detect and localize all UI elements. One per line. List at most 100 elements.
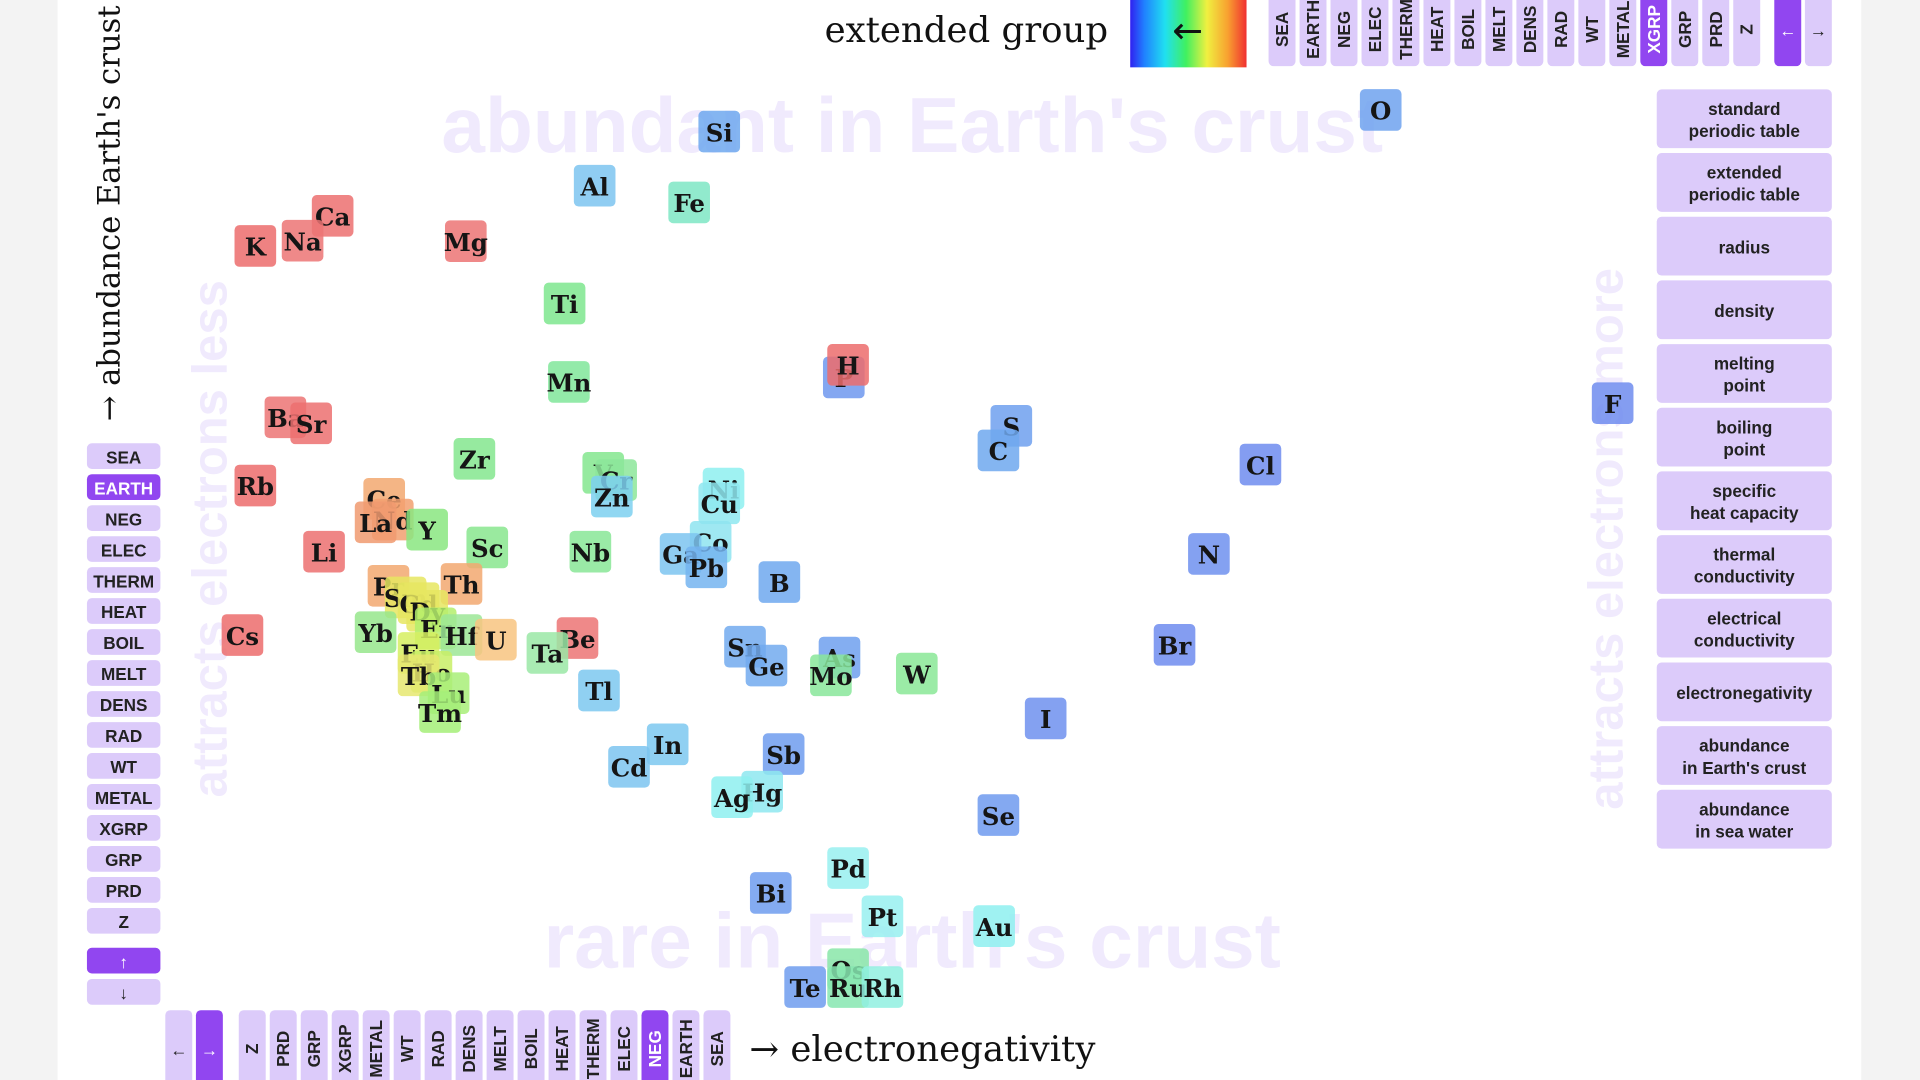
button-bg[interactable] [1656, 216, 1832, 276]
button-label[interactable]: heat capacity [1690, 503, 1799, 523]
button-bg[interactable] [1392, 0, 1420, 67]
button[interactable]: XGRP [1640, 0, 1668, 67]
button-bg[interactable] [1578, 0, 1606, 67]
button-label[interactable]: HEAT [101, 602, 147, 622]
button[interactable]: WT [86, 753, 161, 779]
button-bg[interactable] [1299, 0, 1327, 67]
button-label[interactable]: thermal [1713, 545, 1775, 565]
button-bg[interactable] [1671, 0, 1699, 67]
button-label[interactable]: METAL [95, 788, 153, 808]
button-bg[interactable] [362, 1010, 390, 1080]
button-bg[interactable] [86, 691, 161, 717]
button-bg[interactable] [1656, 344, 1832, 403]
button[interactable]: SEA [1268, 0, 1296, 67]
button-bg[interactable] [1656, 89, 1832, 149]
button-bg[interactable] [1733, 0, 1761, 67]
button-bg[interactable] [424, 1010, 452, 1080]
button-bg[interactable] [269, 1010, 297, 1080]
button-label[interactable]: periodic table [1689, 121, 1800, 141]
button[interactable]: METAL [1609, 0, 1637, 67]
button-label[interactable]: RAD [428, 1030, 448, 1067]
button-label[interactable]: conductivity [1694, 630, 1795, 650]
button-bg[interactable] [300, 1010, 328, 1080]
button-bg[interactable] [1656, 407, 1832, 467]
property-button[interactable]: electronegativity [1656, 662, 1832, 722]
button-label[interactable]: SEA [707, 1031, 727, 1066]
button-bg[interactable] [86, 978, 161, 1005]
button-bg[interactable] [86, 846, 161, 872]
button[interactable]: THERM [86, 567, 161, 593]
button-bg[interactable] [86, 629, 161, 655]
button[interactable]: NEG [86, 505, 161, 531]
button-bg[interactable] [86, 722, 161, 748]
button-label[interactable]: WT [1582, 16, 1602, 43]
button-label[interactable]: WT [110, 757, 137, 777]
button-label[interactable]: → [201, 1040, 218, 1060]
button[interactable]: GRP [300, 1010, 328, 1080]
button[interactable]: → [1804, 0, 1832, 67]
button-label[interactable]: HEAT [1427, 6, 1447, 52]
button[interactable]: PRD [1702, 0, 1730, 67]
button-label[interactable]: DENS [100, 695, 148, 715]
button[interactable]: XGRP [331, 1010, 359, 1080]
button[interactable]: EARTH [672, 1010, 700, 1080]
button[interactable]: NEG [1330, 0, 1358, 67]
button-label[interactable]: melting [1714, 354, 1775, 374]
button[interactable]: BOIL [517, 1010, 545, 1080]
button-label[interactable]: THERM [583, 1018, 603, 1079]
button-label[interactable]: ELEC [1365, 7, 1385, 53]
button-bg[interactable] [1656, 789, 1832, 849]
button-bg[interactable] [165, 1010, 193, 1080]
button-label[interactable]: XGRP [335, 1025, 355, 1074]
button-label[interactable]: Z [118, 912, 128, 932]
button[interactable]: RAD [86, 722, 161, 748]
button[interactable]: MELT [86, 660, 161, 686]
button-bg[interactable] [86, 443, 161, 469]
button-bg[interactable] [1454, 0, 1482, 67]
button-bg[interactable] [1656, 662, 1832, 722]
button-label[interactable]: density [1714, 301, 1774, 321]
button-bg[interactable] [1361, 0, 1389, 67]
button-bg[interactable] [1547, 0, 1575, 67]
button[interactable]: BOIL [1454, 0, 1482, 67]
button[interactable]: MELT [1485, 0, 1513, 67]
button-bg[interactable] [1516, 0, 1544, 67]
button-bg[interactable] [238, 1010, 266, 1080]
button-bg[interactable] [517, 1010, 545, 1080]
button-label[interactable]: EARTH [676, 1019, 696, 1078]
button-label[interactable]: ← [170, 1040, 187, 1060]
button-label[interactable]: Z [1737, 24, 1757, 34]
button[interactable]: DENS [86, 691, 161, 717]
button-label[interactable]: GRP [105, 850, 142, 870]
button[interactable]: Z [86, 907, 161, 934]
button-bg[interactable] [703, 1010, 731, 1080]
button[interactable]: SEA [703, 1010, 731, 1080]
button-bg[interactable] [1330, 0, 1358, 67]
button-label[interactable]: standard [1708, 99, 1780, 119]
button-label[interactable]: ↑ [119, 952, 128, 972]
button-label[interactable]: abundance [1699, 799, 1789, 819]
button-bg[interactable] [1640, 0, 1668, 67]
button-label[interactable]: specific [1712, 481, 1776, 501]
button[interactable]: GRP [1671, 0, 1699, 67]
button-label[interactable]: SEA [106, 447, 141, 467]
button-label[interactable]: ELEC [101, 540, 147, 560]
button-label[interactable]: XGRP [99, 819, 148, 839]
button-bg[interactable] [86, 505, 161, 531]
property-button[interactable]: radius [1656, 216, 1832, 276]
button-label[interactable]: ELEC [614, 1026, 634, 1072]
button[interactable]: PRD [269, 1010, 297, 1080]
button-bg[interactable] [86, 598, 161, 624]
button-label[interactable]: electronegativity [1676, 683, 1813, 703]
button-label[interactable]: ↓ [119, 983, 128, 1003]
button-label[interactable]: PRD [106, 881, 142, 901]
button-label[interactable]: MELT [490, 1026, 510, 1072]
button-label[interactable]: abundance [1699, 736, 1789, 756]
button-label[interactable]: electrical [1707, 608, 1781, 628]
button-bg[interactable] [1423, 0, 1451, 67]
button-label[interactable]: in Earth's crust [1682, 758, 1806, 778]
